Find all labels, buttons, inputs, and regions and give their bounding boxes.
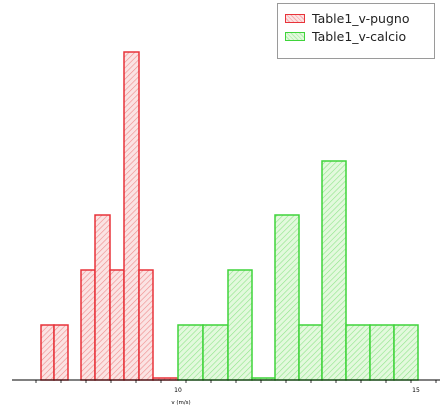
series-calcio-bars xyxy=(177,160,419,381)
bar-calcio-4 xyxy=(274,214,300,381)
bar-calcio-0 xyxy=(177,324,204,381)
bar-calcio-1 xyxy=(202,324,229,381)
legend-swatch-calcio xyxy=(285,32,305,41)
bar-pugno-5 xyxy=(123,51,140,381)
bar-pugno-6 xyxy=(138,269,154,381)
x-axis: 10 15 v (m/s) xyxy=(12,379,440,406)
bar-calcio-7 xyxy=(345,324,371,381)
bar-pugno-1 xyxy=(53,324,69,381)
series-pugno-bars xyxy=(40,51,179,381)
legend-swatch-pugno xyxy=(285,14,305,23)
legend-label-pugno: Table1_v-pugno xyxy=(312,11,410,26)
legend-label-calcio: Table1_v-calcio xyxy=(312,29,407,44)
bar-calcio-6 xyxy=(321,160,347,381)
bar-pugno-4 xyxy=(109,269,125,381)
bar-calcio-8 xyxy=(369,324,395,381)
bar-calcio-9 xyxy=(393,324,419,381)
bar-pugno-0 xyxy=(40,324,55,381)
legend: Table1_v-pugno Table1_v-calcio xyxy=(277,3,435,59)
bar-pugno-2 xyxy=(80,269,96,381)
bar-calcio-2 xyxy=(227,269,253,381)
x-axis-label: v (m/s) xyxy=(171,400,190,406)
x-tick-label: 15 xyxy=(412,387,420,394)
x-tick-label: 10 xyxy=(174,387,182,394)
bar-calcio-5 xyxy=(298,324,323,381)
bar-pugno-3 xyxy=(94,214,111,381)
